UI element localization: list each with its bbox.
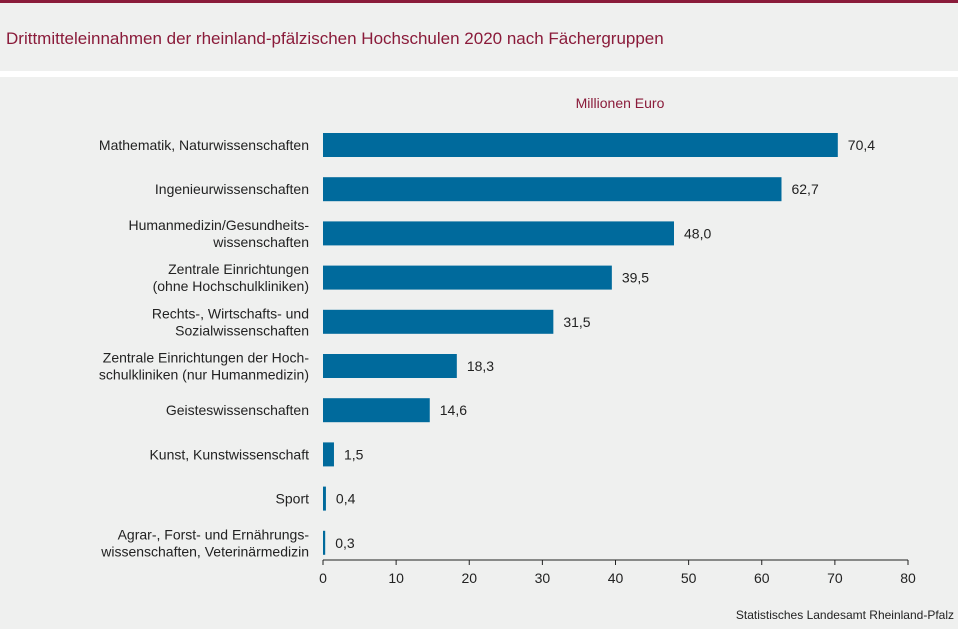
unit-label: Millionen Euro <box>576 95 665 111</box>
x-tick-label-3: 30 <box>535 570 551 586</box>
bar-2 <box>323 221 674 246</box>
bar-6 <box>323 398 430 423</box>
category-label-5: Zentrale Einrichtungen der Hoch-schulkli… <box>99 350 309 383</box>
bar-3 <box>323 265 612 290</box>
title-separator <box>0 71 958 77</box>
category-label-8: Sport <box>276 491 310 507</box>
category-label-6: Geisteswissenschaften <box>166 402 309 418</box>
x-tick-label-4: 40 <box>608 570 624 586</box>
value-label-6: 14,6 <box>440 402 467 418</box>
value-label-4: 31,5 <box>563 314 590 330</box>
x-tick-label-1: 10 <box>388 570 404 586</box>
value-label-0: 70,4 <box>848 137 875 153</box>
bar-7 <box>323 442 334 467</box>
category-label-1: Ingenieurwissenschaften <box>155 181 309 197</box>
category-label-0: Mathematik, Naturwissenschaften <box>99 137 309 153</box>
x-tick-label-5: 50 <box>681 570 697 586</box>
value-label-9: 0,3 <box>335 535 355 551</box>
value-label-2: 48,0 <box>684 225 711 241</box>
category-label-9: Agrar-, Forst- und Ernährungs-wissenscha… <box>100 526 309 559</box>
x-tick-label-8: 80 <box>900 570 916 586</box>
x-tick-label-7: 70 <box>827 570 843 586</box>
x-tick-label-0: 0 <box>319 570 327 586</box>
value-label-1: 62,7 <box>791 181 818 197</box>
x-tick-label-6: 60 <box>754 570 770 586</box>
bar-0 <box>323 133 838 157</box>
bar-5 <box>323 354 457 378</box>
category-label-7: Kunst, Kunstwissenschaft <box>149 446 309 462</box>
value-label-3: 39,5 <box>622 270 649 286</box>
value-label-8: 0,4 <box>336 491 356 507</box>
bar-1 <box>323 177 782 202</box>
bar-4 <box>323 309 554 334</box>
bar-8 <box>323 486 326 511</box>
chart-title: Drittmitteleinnahmen der rheinland-pfälz… <box>6 29 664 48</box>
category-label-3: Zentrale Einrichtungen (ohne Hochschulkli… <box>153 261 309 294</box>
value-label-5: 18,3 <box>467 358 494 374</box>
x-tick-label-2: 20 <box>461 570 477 586</box>
value-label-7: 1,5 <box>344 446 364 462</box>
category-label-4: Rechts-, Wirtschafts- und Sozialwissensch… <box>152 305 309 338</box>
category-label-2: Humanmedizin/Gesundheits-wissenschaften <box>128 217 309 250</box>
bar-9 <box>323 530 326 555</box>
top-rule <box>0 0 958 3</box>
source-note: Statistisches Landesamt Rheinland-Pfalz <box>735 608 954 622</box>
